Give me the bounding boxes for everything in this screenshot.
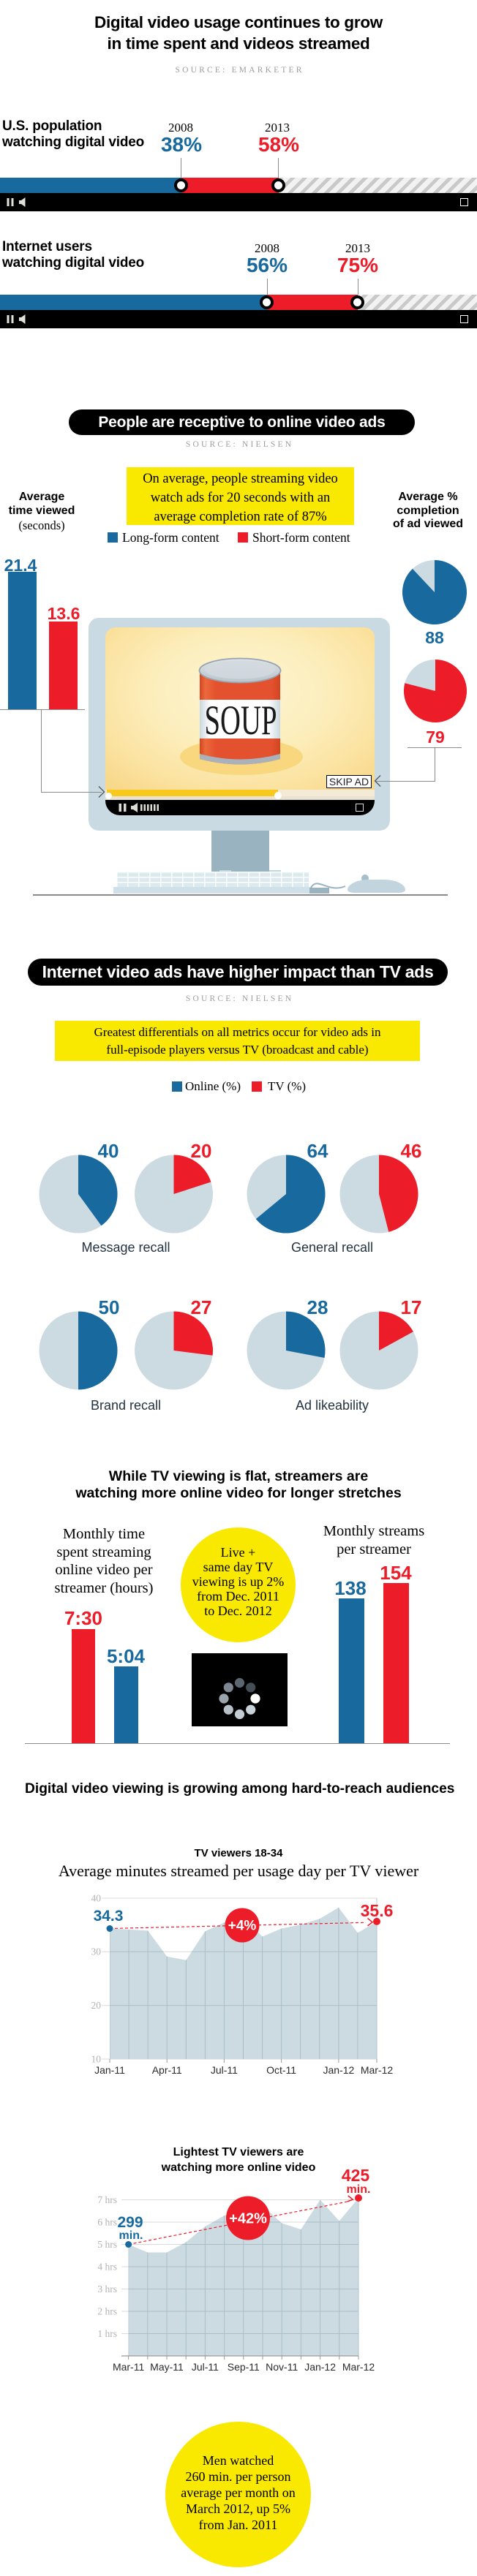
svg-text:20: 20 (91, 2000, 102, 2011)
svg-text:Apr-11: Apr-11 (152, 2064, 182, 2076)
svg-text:Sep-11: Sep-11 (228, 2361, 260, 2373)
svg-text:May-11: May-11 (150, 2361, 184, 2373)
svg-text:30: 30 (91, 1946, 102, 1957)
svg-text:Mar-12: Mar-12 (342, 2361, 375, 2373)
svg-text:3 hrs: 3 hrs (97, 2284, 117, 2294)
svg-text:Jan-11: Jan-11 (94, 2064, 125, 2076)
svg-text:7 hrs: 7 hrs (97, 2194, 117, 2205)
svg-text:Jan-12: Jan-12 (304, 2361, 336, 2373)
svg-text:Jul-11: Jul-11 (192, 2361, 219, 2373)
svg-text:6 hrs: 6 hrs (97, 2216, 117, 2227)
svg-text:2 hrs: 2 hrs (97, 2305, 117, 2316)
svg-text:5 hrs: 5 hrs (97, 2239, 117, 2250)
svg-text:Oct-11: Oct-11 (266, 2064, 296, 2076)
svg-text:10: 10 (91, 2053, 102, 2064)
svg-text:1 hrs: 1 hrs (97, 2328, 117, 2339)
svg-text:40: 40 (91, 1892, 102, 1903)
svg-text:Mar-11: Mar-11 (113, 2361, 145, 2373)
svg-text:Mar-12: Mar-12 (361, 2064, 394, 2076)
svg-text:+4%: +4% (228, 1919, 257, 1934)
svg-text:Jul-11: Jul-11 (211, 2064, 238, 2076)
svg-text:+42%: +42% (229, 2211, 267, 2227)
svg-text:4 hrs: 4 hrs (97, 2261, 117, 2272)
svg-text:Nov-11: Nov-11 (266, 2361, 298, 2373)
svg-text:SOUP: SOUP (205, 698, 277, 744)
svg-text:Jan-12: Jan-12 (323, 2064, 354, 2076)
